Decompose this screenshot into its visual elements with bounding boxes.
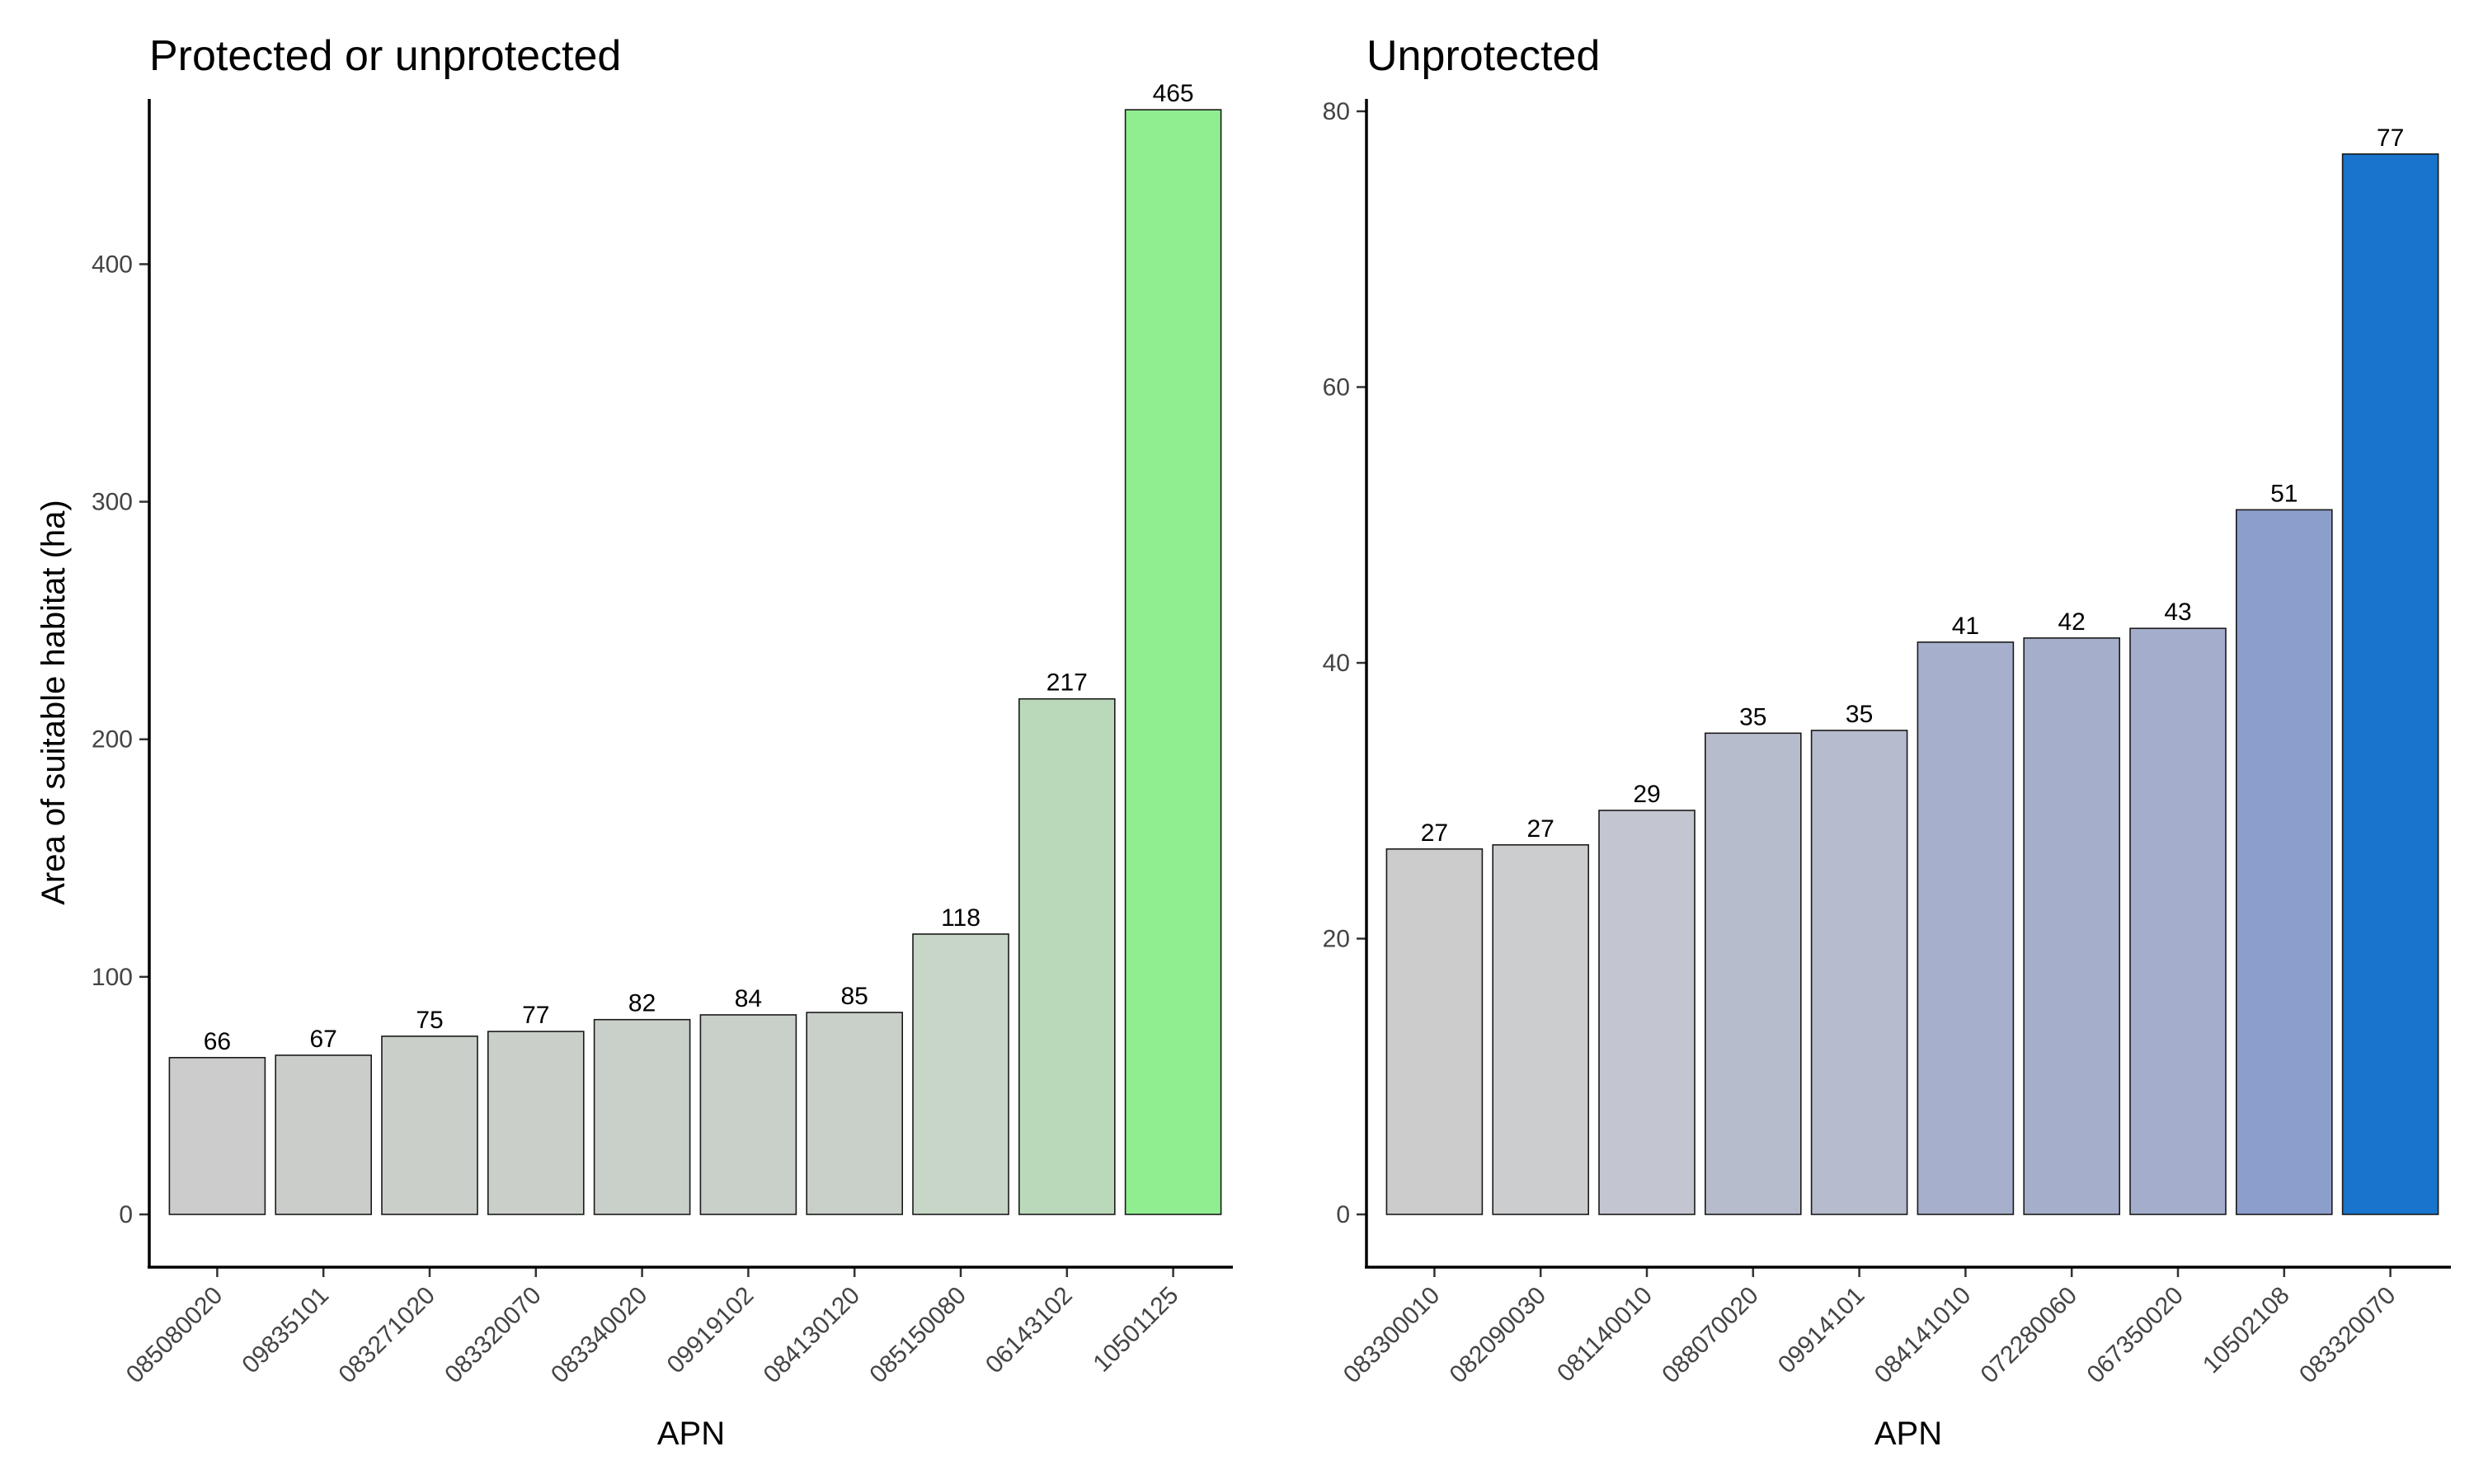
x-axis-label: APN [657,1416,725,1452]
y-tick-label: 20 [1323,926,1350,953]
x-tick-label: 06143102 [981,1282,1078,1379]
x-tick-label: 088070020 [1657,1282,1764,1389]
bar-067350020 [2129,627,2227,1215]
chart-title: Protected or unprotected [149,32,621,80]
bar-value-label: 42 [2058,608,2086,636]
bar-083340020 [593,1018,691,1215]
bar-083320070 [487,1031,585,1215]
y-tick-label: 0 [1336,1201,1350,1228]
bar-082090030 [1492,843,1589,1215]
bar-value-label: 84 [735,985,762,1012]
x-tick-label: 067350020 [2081,1282,2189,1389]
chart-marks: 0 100 200 300 400 66 085080020 67 09835101 75 0832… [92,80,1222,1389]
bar-083271020 [381,1036,478,1215]
bar-09835101 [275,1054,373,1215]
y-tick-label: 60 [1323,374,1350,402]
y-tick-label: 100 [92,964,133,991]
bar-value-label: 29 [1633,781,1660,808]
bar-value-label: 66 [204,1028,231,1055]
x-axis-label: APN [1874,1416,1942,1452]
y-tick-label: 300 [92,489,133,516]
bar-value-label: 41 [1952,613,1979,640]
x-tick-label: 082090030 [1445,1282,1552,1389]
chart-panel-unprotected: Unprotected APN 0 20 40 60 80 27 083300010 27 08… [1323,32,2451,1452]
x-tick-label: 083271020 [333,1282,440,1389]
bar-value-label: 35 [1739,703,1766,730]
bar-083320070 [2341,153,2439,1215]
bar-085080020 [168,1057,266,1215]
bar-value-label: 43 [2164,599,2191,626]
x-tick-label: 085150080 [864,1282,971,1389]
bar-084141010 [1917,641,2015,1215]
bar-value-label: 27 [1527,815,1554,843]
x-tick-label: 09835101 [237,1282,334,1379]
bar-value-label: 35 [1846,701,1873,728]
bar-value-label: 465 [1153,80,1194,107]
chart-marks: 0 20 40 60 80 27 083300010 27 082090030 29 0811400… [1323,98,2439,1388]
x-tick-label: 084141010 [1870,1282,1977,1389]
x-tick-label: 083300010 [1338,1282,1446,1389]
x-tick-label: 072280060 [1976,1282,2083,1389]
y-tick-label: 200 [92,726,133,754]
y-tick-label: 400 [92,251,133,278]
bar-value-label: 51 [2270,480,2298,507]
x-tick-label: 083340020 [546,1282,653,1389]
bar-value-label: 67 [310,1026,337,1053]
x-tick-label: 09914101 [1773,1282,1870,1379]
bar-10501125 [1124,109,1222,1215]
bar-value-label: 75 [416,1007,443,1034]
bar-088070020 [1705,732,1802,1215]
bar-083300010 [1385,848,1484,1215]
bar-value-label: 82 [628,990,656,1017]
bar-081140010 [1598,810,1696,1215]
bar-072280060 [2023,637,2120,1215]
y-tick-label: 0 [119,1201,133,1228]
y-tick-label: 80 [1323,98,1350,125]
x-tick-label: 10502108 [2198,1282,2295,1379]
chart-panel-protected-or-unprotected: Protected or unprotected Area of suitabl… [35,32,1233,1452]
x-tick-label: 084130120 [759,1282,866,1389]
bar-value-label: 77 [522,1002,549,1029]
bar-09914101 [1810,730,1908,1215]
bar-value-label: 217 [1047,669,1088,697]
y-tick-label: 40 [1323,650,1350,677]
bar-06143102 [1018,697,1116,1215]
x-tick-label: 09919102 [662,1282,760,1379]
x-tick-label: 081140010 [1552,1282,1658,1388]
y-axis-label: Area of suitable habitat (ha) [35,500,72,904]
x-tick-label: 10501125 [1088,1282,1183,1378]
x-tick-label: 083320070 [440,1282,547,1389]
bar-085150080 [912,933,1009,1215]
chart-title: Unprotected [1366,32,1600,80]
x-tick-label: 085080020 [121,1282,228,1389]
bar-10502108 [2236,509,2333,1215]
bar-value-label: 118 [941,904,981,932]
bar-09919102 [699,1014,797,1215]
bar-value-label: 27 [1421,819,1448,847]
x-tick-label: 083320070 [2294,1282,2401,1389]
bar-value-label: 85 [841,983,868,1010]
bar-084130120 [806,1012,904,1215]
bar-value-label: 77 [2377,124,2404,152]
